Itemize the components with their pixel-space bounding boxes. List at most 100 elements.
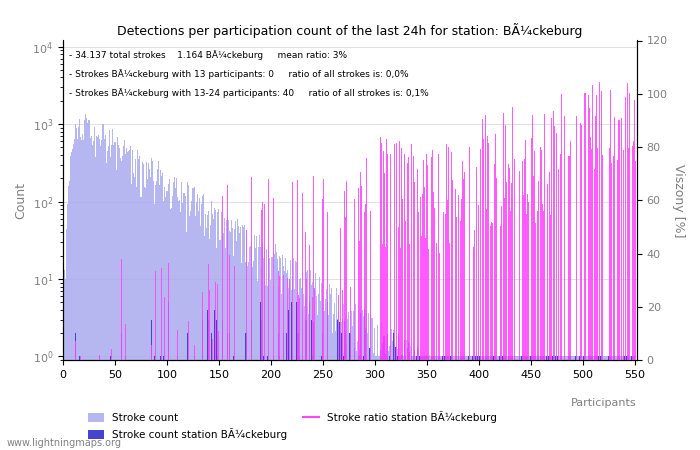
Bar	[272, 356, 274, 450]
Bar	[356, 351, 357, 450]
Bar	[508, 356, 509, 450]
Bar	[602, 356, 603, 450]
Bar	[111, 145, 113, 450]
Bar	[456, 356, 458, 450]
Bar	[471, 356, 472, 450]
Bar	[242, 225, 244, 450]
Bar	[580, 356, 582, 450]
Bar	[555, 356, 556, 450]
Bar	[81, 140, 82, 450]
Bar	[69, 181, 70, 450]
Bar	[265, 285, 266, 450]
Bar	[426, 356, 428, 450]
Bar	[426, 356, 428, 450]
Bar	[207, 310, 208, 450]
Bar	[458, 356, 460, 450]
Bar	[632, 356, 634, 450]
Bar	[523, 356, 524, 450]
Bar	[570, 356, 571, 450]
Bar	[488, 356, 489, 450]
Bar	[623, 356, 624, 450]
Bar	[617, 356, 618, 450]
Bar	[162, 174, 163, 450]
Bar	[248, 247, 250, 450]
Bar	[84, 120, 85, 450]
Bar	[208, 320, 209, 450]
Bar	[70, 156, 71, 450]
Bar	[371, 318, 372, 450]
Bar	[252, 266, 253, 450]
Bar	[178, 201, 179, 450]
Bar	[208, 212, 209, 450]
Bar	[183, 194, 184, 450]
Bar	[585, 356, 587, 450]
Bar	[414, 351, 415, 450]
Bar	[321, 356, 323, 450]
Bar	[139, 156, 141, 450]
Bar	[364, 309, 365, 450]
Bar	[438, 356, 439, 450]
Bar	[444, 356, 445, 450]
Bar	[480, 356, 482, 450]
Bar	[499, 356, 500, 450]
Bar	[591, 356, 592, 450]
Bar	[509, 356, 510, 450]
Bar	[161, 176, 162, 450]
Bar	[469, 356, 470, 450]
Bar	[99, 356, 100, 450]
Bar	[526, 356, 527, 450]
Bar	[627, 356, 628, 450]
Bar	[395, 346, 396, 450]
Bar	[512, 356, 514, 450]
Bar	[180, 212, 181, 450]
Bar	[402, 356, 404, 450]
Bar	[508, 356, 509, 450]
Bar	[279, 356, 280, 450]
Bar	[434, 356, 435, 450]
Bar	[594, 356, 595, 450]
Bar	[363, 356, 364, 450]
Bar	[627, 356, 628, 450]
Bar	[349, 333, 351, 450]
Bar	[195, 202, 197, 450]
Bar	[476, 356, 477, 450]
Bar	[442, 356, 443, 450]
Bar	[115, 142, 116, 450]
Bar	[583, 356, 584, 450]
Bar	[398, 334, 400, 450]
Bar	[290, 260, 291, 450]
Bar	[109, 130, 111, 450]
Bar	[584, 356, 585, 450]
Bar	[313, 321, 314, 450]
Bar	[274, 244, 276, 450]
Bar	[104, 140, 105, 450]
Bar	[493, 356, 494, 450]
Bar	[255, 248, 256, 450]
Bar	[389, 346, 390, 450]
Bar	[173, 182, 174, 450]
Bar	[182, 202, 183, 450]
Bar	[589, 356, 591, 450]
Bar	[492, 356, 493, 450]
Bar	[155, 185, 156, 450]
Bar	[550, 356, 551, 450]
Bar	[203, 194, 204, 450]
Bar	[83, 140, 84, 450]
Bar	[278, 287, 279, 450]
Bar	[379, 350, 381, 450]
Bar	[569, 356, 570, 450]
Bar	[370, 314, 371, 450]
Bar	[535, 356, 536, 450]
Bar	[94, 158, 96, 450]
Bar	[257, 281, 258, 450]
Bar	[326, 289, 327, 450]
Bar	[253, 261, 254, 450]
Bar	[351, 326, 353, 450]
Bar	[410, 346, 411, 450]
Bar	[211, 333, 212, 450]
Bar	[101, 140, 102, 450]
Bar	[494, 356, 495, 450]
Bar	[527, 356, 528, 450]
Bar	[281, 294, 282, 450]
Bar	[227, 213, 228, 450]
